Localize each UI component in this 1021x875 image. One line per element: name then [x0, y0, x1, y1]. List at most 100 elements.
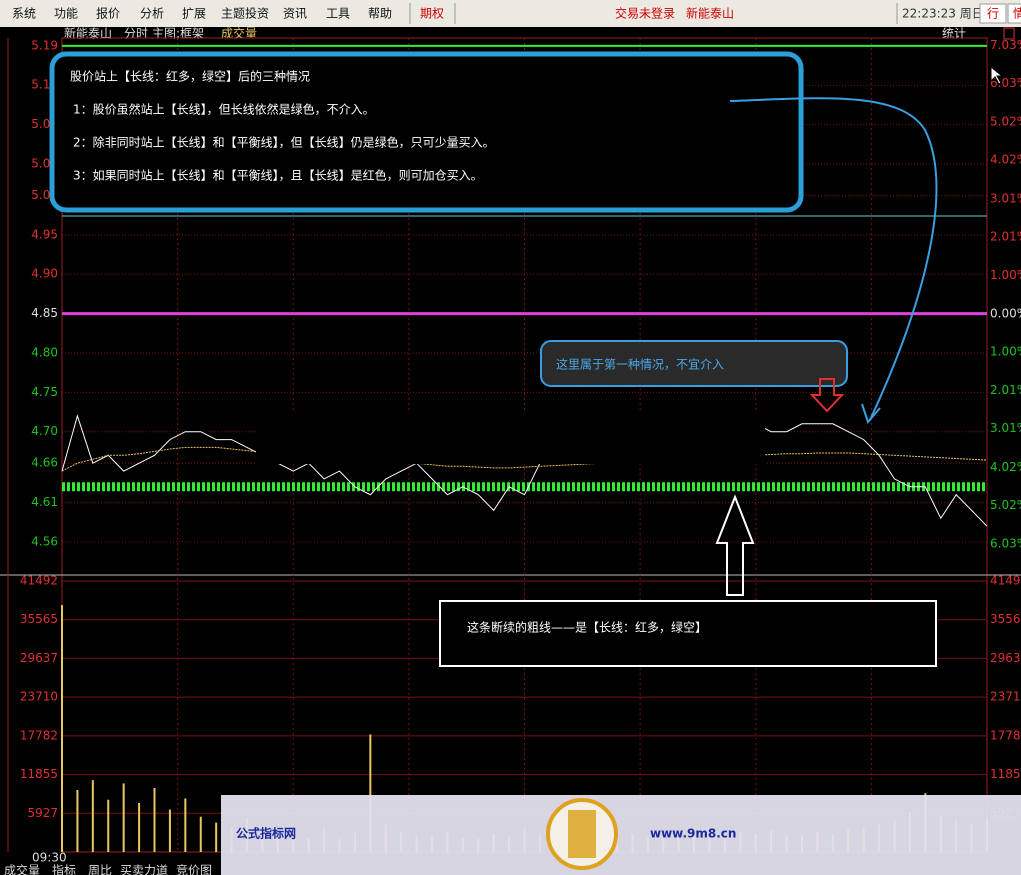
menu-bar	[0, 0, 1021, 27]
header-item[interactable]: 主图:框架	[152, 27, 204, 41]
arrow-head	[861, 403, 881, 424]
volume-bar	[215, 822, 218, 852]
y2-tick-label: 3.01%	[990, 191, 1021, 205]
cursor	[990, 65, 1004, 85]
menu-item[interactable]: 报价	[96, 6, 120, 21]
y2-tick-label: 2.01%	[990, 383, 1021, 397]
y2-tick-label: 2.01%	[990, 229, 1021, 243]
volume-bar	[168, 809, 171, 852]
watermark-name: 公式指标网	[236, 826, 296, 841]
note-box	[439, 600, 937, 667]
y-tick-label: 41492	[20, 573, 58, 587]
white-arrow	[715, 494, 755, 596]
watermark-url: www.9m8.cn	[650, 827, 736, 841]
window-button[interactable]	[1003, 27, 1015, 40]
cover-box	[256, 412, 765, 464]
volume-bar	[184, 798, 187, 852]
y2-tick-label: 4.02%	[990, 460, 1021, 474]
y2-tick-label: 41492	[990, 573, 1021, 587]
x-tick-label: 09:30	[32, 851, 67, 865]
volume-bar	[138, 803, 141, 852]
menu-item[interactable]: 分析	[140, 7, 164, 21]
bottom-tab[interactable]: 买卖力道	[120, 864, 168, 875]
y2-tick-label: 35565	[990, 612, 1021, 626]
info-title: 股价站上【长线：红多，绿空】后的三种情况	[70, 69, 310, 84]
clock: 22:23:23 周日	[902, 7, 984, 21]
y2-tick-label: 1.00%	[990, 268, 1021, 282]
y-tick-label: 4.90	[31, 267, 58, 281]
menu-item[interactable]: 帮助	[368, 7, 392, 21]
menu-option[interactable]: 期权	[420, 7, 444, 21]
login-status[interactable]: 交易未登录	[615, 6, 675, 21]
y2-tick-label: 29637	[990, 651, 1021, 665]
y-tick-label: 29637	[20, 651, 58, 665]
note-text: 这条断续的粗线——是【长线：红多，绿空】	[467, 620, 707, 635]
header-item[interactable]: 分时	[124, 27, 148, 41]
menu-item[interactable]: 资讯	[283, 7, 307, 21]
y-tick-label: 35565	[20, 612, 58, 626]
right-tab[interactable]: 行	[987, 7, 999, 21]
menu-item[interactable]: 工具	[326, 7, 350, 21]
price-line	[61, 414, 988, 527]
menu-item[interactable]: 扩展	[182, 7, 206, 21]
y-tick-label: 17782	[20, 728, 58, 742]
volume-bar	[61, 605, 63, 852]
y-tick-label: 4.56	[31, 534, 58, 548]
volume-bar	[153, 787, 156, 852]
y2-tick-label: 5.02%	[990, 498, 1021, 512]
bottom-tab[interactable]: 指标	[52, 863, 76, 875]
y2-tick-label: 6.03%	[990, 537, 1021, 551]
y-tick-label: 5927	[27, 806, 58, 820]
callout-box	[540, 340, 848, 387]
menu-item[interactable]: 主题投资	[221, 6, 269, 21]
info-line: 1：股价虽然站上【长线】，但长线依然是绿色，不介入。	[73, 102, 375, 117]
info-line: 3：如果同时站上【长线】和【平衡线】，且【长线】是红色，则可加仓买入。	[73, 168, 483, 183]
y2-tick-label: 3.01%	[990, 421, 1021, 435]
bottom-tab[interactable]: 竞价图	[176, 864, 212, 875]
y2-tick-label: 23710	[990, 690, 1021, 704]
menu-item[interactable]: 系统	[12, 7, 36, 21]
y2-tick-label: 0.00%	[990, 306, 1021, 320]
y2-tick-label: 4.02%	[990, 153, 1021, 167]
volume-bar	[369, 734, 372, 852]
y-tick-label: 5.19	[31, 38, 58, 52]
y2-tick-label: 17782	[990, 728, 1021, 742]
average-line	[61, 446, 988, 472]
header-stats[interactable]: 统计	[942, 27, 966, 41]
y-tick-label: 4.70	[31, 424, 58, 438]
volume-bar	[107, 799, 110, 852]
volume-bar	[199, 816, 202, 852]
menu-item[interactable]: 功能	[54, 7, 78, 21]
bottom-tab[interactable]: 周比	[88, 864, 112, 875]
bottom-tab[interactable]: 成交量	[4, 863, 40, 875]
y-tick-label: 4.75	[31, 385, 58, 399]
callout-text: 这里属于第一种情况，不宜介入	[556, 357, 724, 372]
tab-box[interactable]	[979, 3, 1007, 24]
y-tick-label: 4.66	[31, 456, 58, 470]
y-tick-label: 23710	[20, 690, 58, 704]
y-tick-label: 4.61	[31, 495, 58, 509]
arrow	[729, 97, 938, 421]
y-tick-label: 11855	[20, 767, 58, 781]
info-box	[49, 51, 804, 213]
volume-bar	[76, 789, 79, 852]
header-indicator: 成交量	[221, 26, 257, 41]
watermark-band	[221, 795, 1021, 875]
y2-tick-label: 11855	[990, 767, 1021, 781]
y2-tick-label: 1.00%	[990, 344, 1021, 358]
right-tab[interactable]: 情	[1013, 7, 1021, 21]
volume-bar	[91, 780, 94, 852]
watermark-logo-mark	[568, 810, 596, 858]
red-arrow	[809, 378, 845, 413]
y-tick-label: 4.80	[31, 345, 58, 359]
menu-stock: 新能泰山	[686, 6, 734, 21]
y-tick-label: 4.95	[31, 227, 58, 241]
info-line: 2：除非同时站上【长线】和【平衡线】，但【长线】仍是绿色，只可少量买入。	[73, 135, 495, 150]
header-stock: 新能泰山	[64, 26, 112, 41]
y2-tick-label: 7.03%	[990, 38, 1021, 52]
tab-box[interactable]	[1007, 3, 1021, 24]
y2-tick-label: 5.02%	[990, 115, 1021, 129]
